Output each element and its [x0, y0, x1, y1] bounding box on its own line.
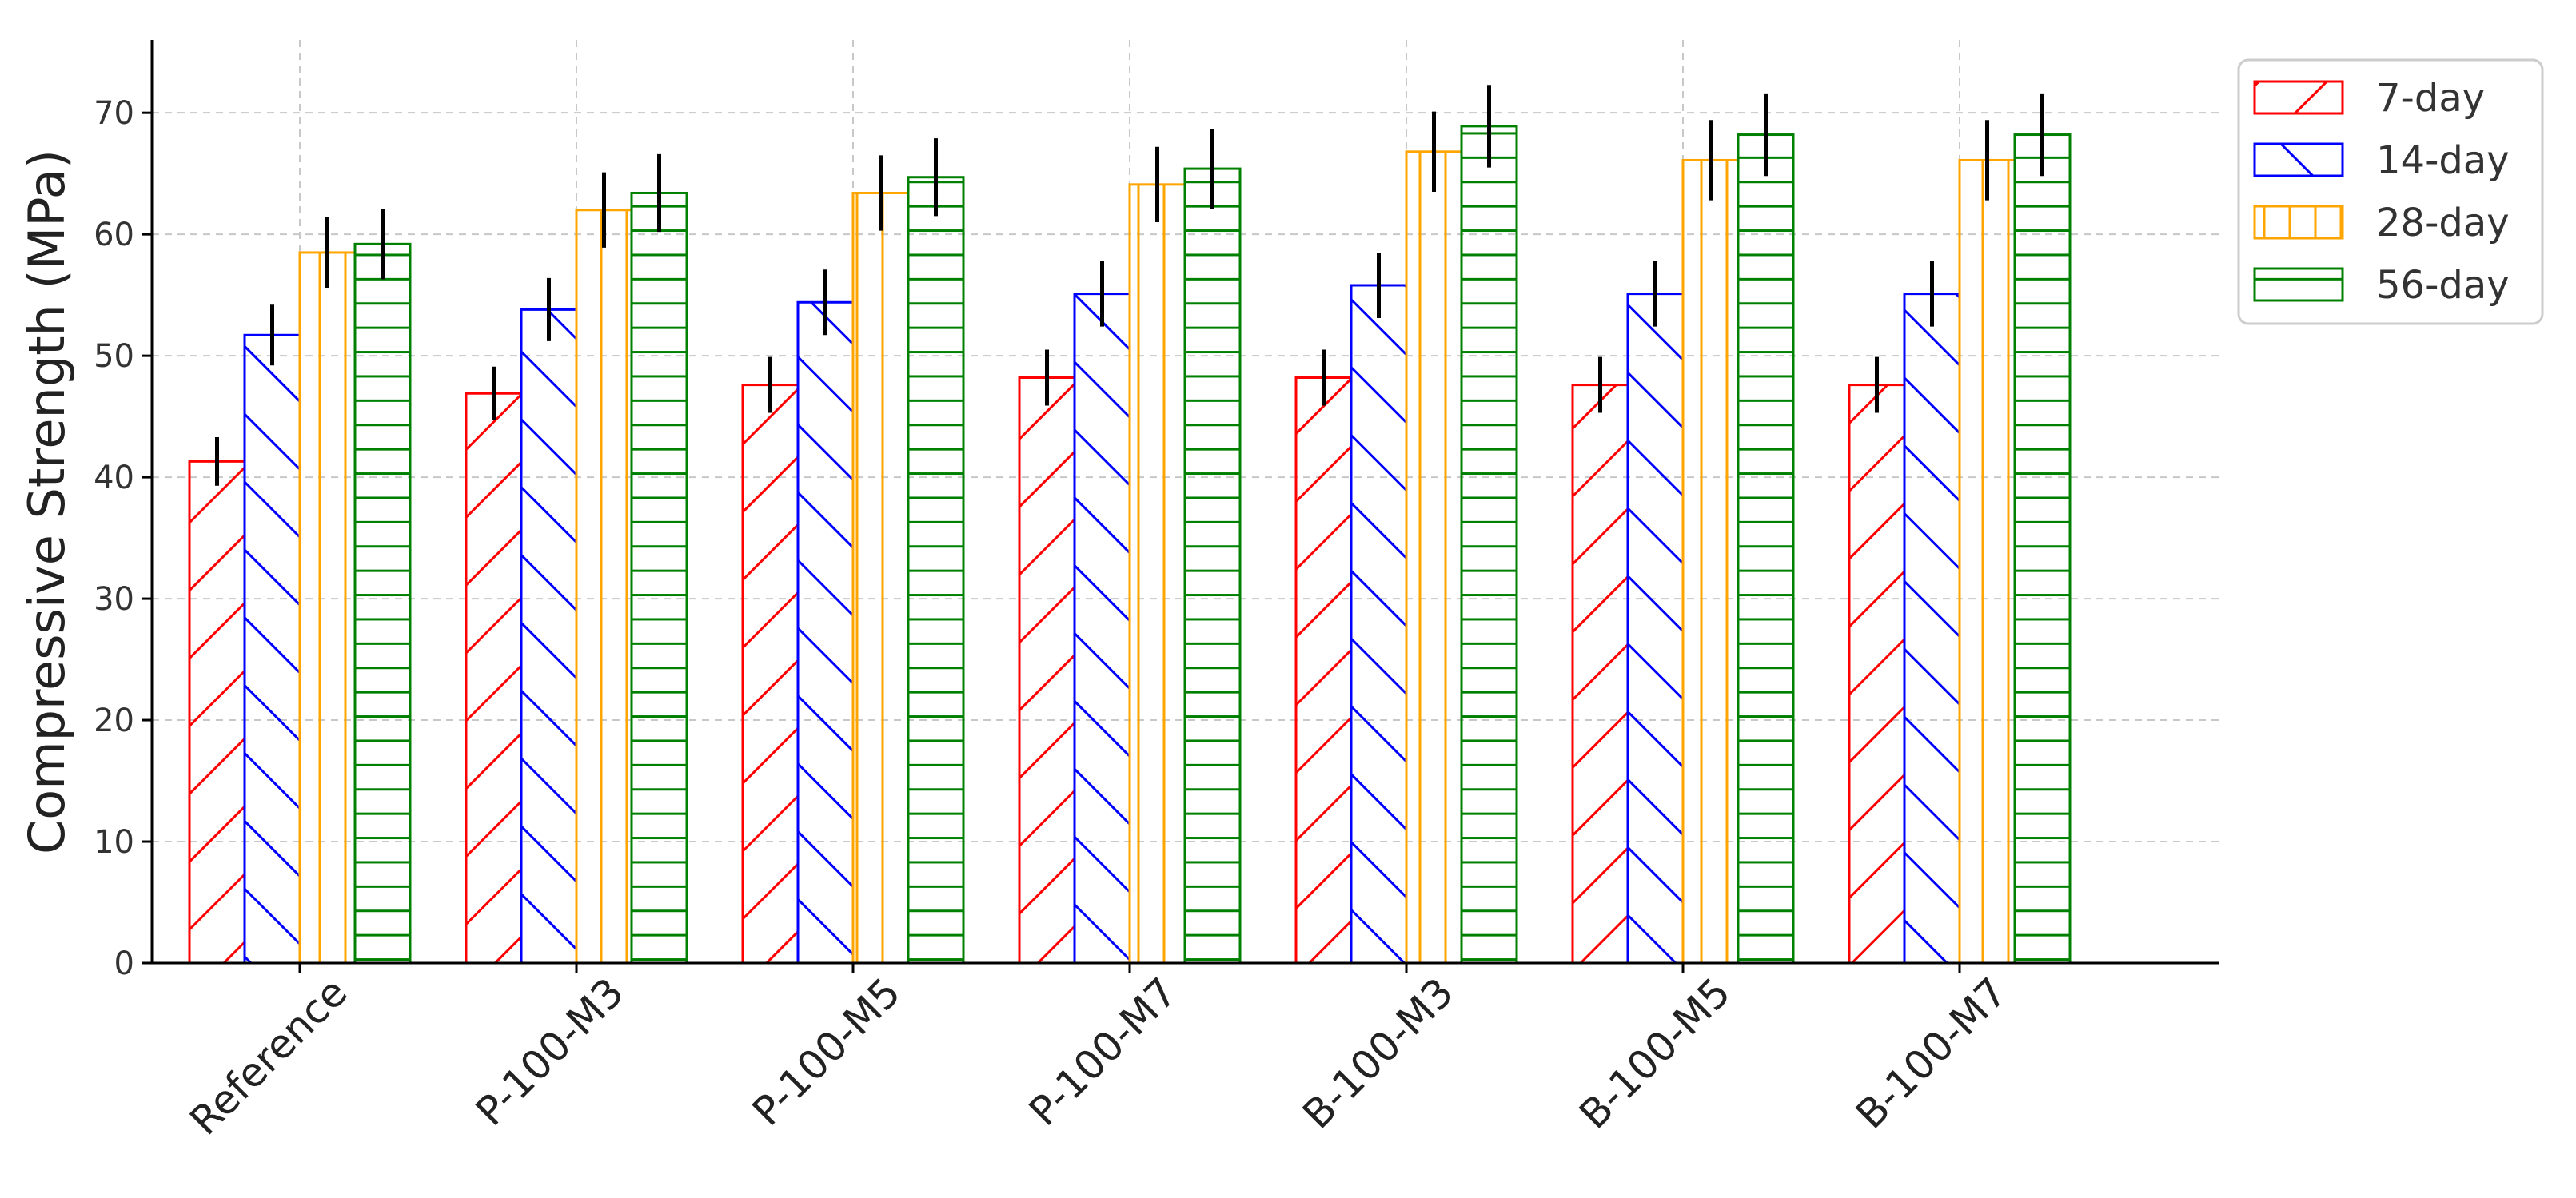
bar-reference-14-day — [243, 333, 301, 965]
bar-b-100-m3-7-day — [1294, 376, 1353, 965]
bar-p-100-m3-28-day — [575, 209, 633, 965]
x-tick-label: B-100-M3 — [1294, 969, 1462, 1137]
x-tick-label: P-100-M3 — [467, 969, 633, 1135]
error-bars — [215, 85, 2044, 486]
bar-p-100-m3-56-day — [630, 191, 688, 965]
bar-reference-7-day — [188, 460, 246, 965]
legend-label-14-day: 14-day — [2376, 138, 2510, 183]
bar-p-100-m5-56-day — [907, 176, 965, 965]
bars — [188, 125, 2072, 965]
bar-p-100-m7-56-day — [1183, 167, 1242, 965]
y-tick-label: 60 — [94, 217, 134, 253]
y-tick-label: 30 — [94, 581, 134, 618]
y-tick-label: 70 — [94, 95, 134, 132]
bar-b-100-m5-14-day — [1626, 293, 1685, 965]
legend: 7-day 14-day 28-day 56-day — [2237, 58, 2544, 325]
bar-b-100-m5-7-day — [1571, 384, 1629, 965]
legend-label-56-day: 56-day — [2376, 263, 2510, 308]
bar-b-100-m7-14-day — [1903, 293, 1961, 965]
x-tick-label: P-100-M5 — [744, 969, 910, 1135]
y-tick-label: 0 — [114, 945, 134, 982]
y-tick-label: 20 — [94, 702, 134, 739]
bar-b-100-m7-28-day — [1958, 158, 2016, 965]
y-axis-label: Compressive Strength (MPa) — [18, 149, 76, 854]
bar-p-100-m7-7-day — [1018, 376, 1076, 965]
bar-b-100-m3-14-day — [1350, 284, 1408, 965]
y-tick-labels: 0 10 20 30 40 50 60 70 — [94, 95, 134, 982]
x-tick-labels: Reference P-100-M3 P-100-M5 P-100-M7 B-100-M… — [181, 969, 2016, 1144]
bar-p-100-m7-28-day — [1128, 183, 1186, 965]
legend-swatch-28-day — [2253, 205, 2344, 240]
bar-b-100-m3-56-day — [1460, 125, 1518, 965]
x-tick-label: B-100-M5 — [1570, 969, 1739, 1137]
bar-b-100-m7-7-day — [1848, 384, 1906, 965]
bar-p-100-m3-7-day — [465, 392, 523, 965]
bar-b-100-m5-56-day — [1737, 133, 1795, 965]
bar-p-100-m3-14-day — [520, 308, 578, 965]
bar-reference-56-day — [353, 242, 412, 965]
y-tick-label: 50 — [94, 338, 134, 375]
bar-p-100-m7-14-day — [1073, 293, 1131, 965]
x-tick-label: P-100-M7 — [1020, 969, 1186, 1135]
bar-b-100-m7-56-day — [2013, 133, 2072, 965]
legend-swatch-56-day — [2253, 267, 2344, 302]
legend-box — [2237, 58, 2544, 325]
bar-p-100-m5-28-day — [851, 191, 910, 965]
legend-swatch-14-day — [2253, 142, 2344, 177]
bar-p-100-m5-7-day — [741, 384, 800, 965]
x-tick-label: Reference — [181, 969, 356, 1144]
bar-b-100-m3-28-day — [1405, 150, 1463, 965]
bar-reference-28-day — [298, 251, 357, 965]
x-tick-label: B-100-M7 — [1847, 969, 2016, 1137]
legend-label-28-day: 28-day — [2376, 201, 2510, 245]
bar-p-100-m5-14-day — [796, 300, 855, 965]
legend-swatch-7-day — [2253, 80, 2344, 115]
y-tick-label: 40 — [94, 460, 134, 496]
bar-b-100-m5-28-day — [1681, 158, 1740, 965]
y-tick-label: 10 — [94, 824, 134, 861]
legend-label-7-day: 7-day — [2376, 76, 2485, 121]
axes — [142, 40, 2219, 973]
